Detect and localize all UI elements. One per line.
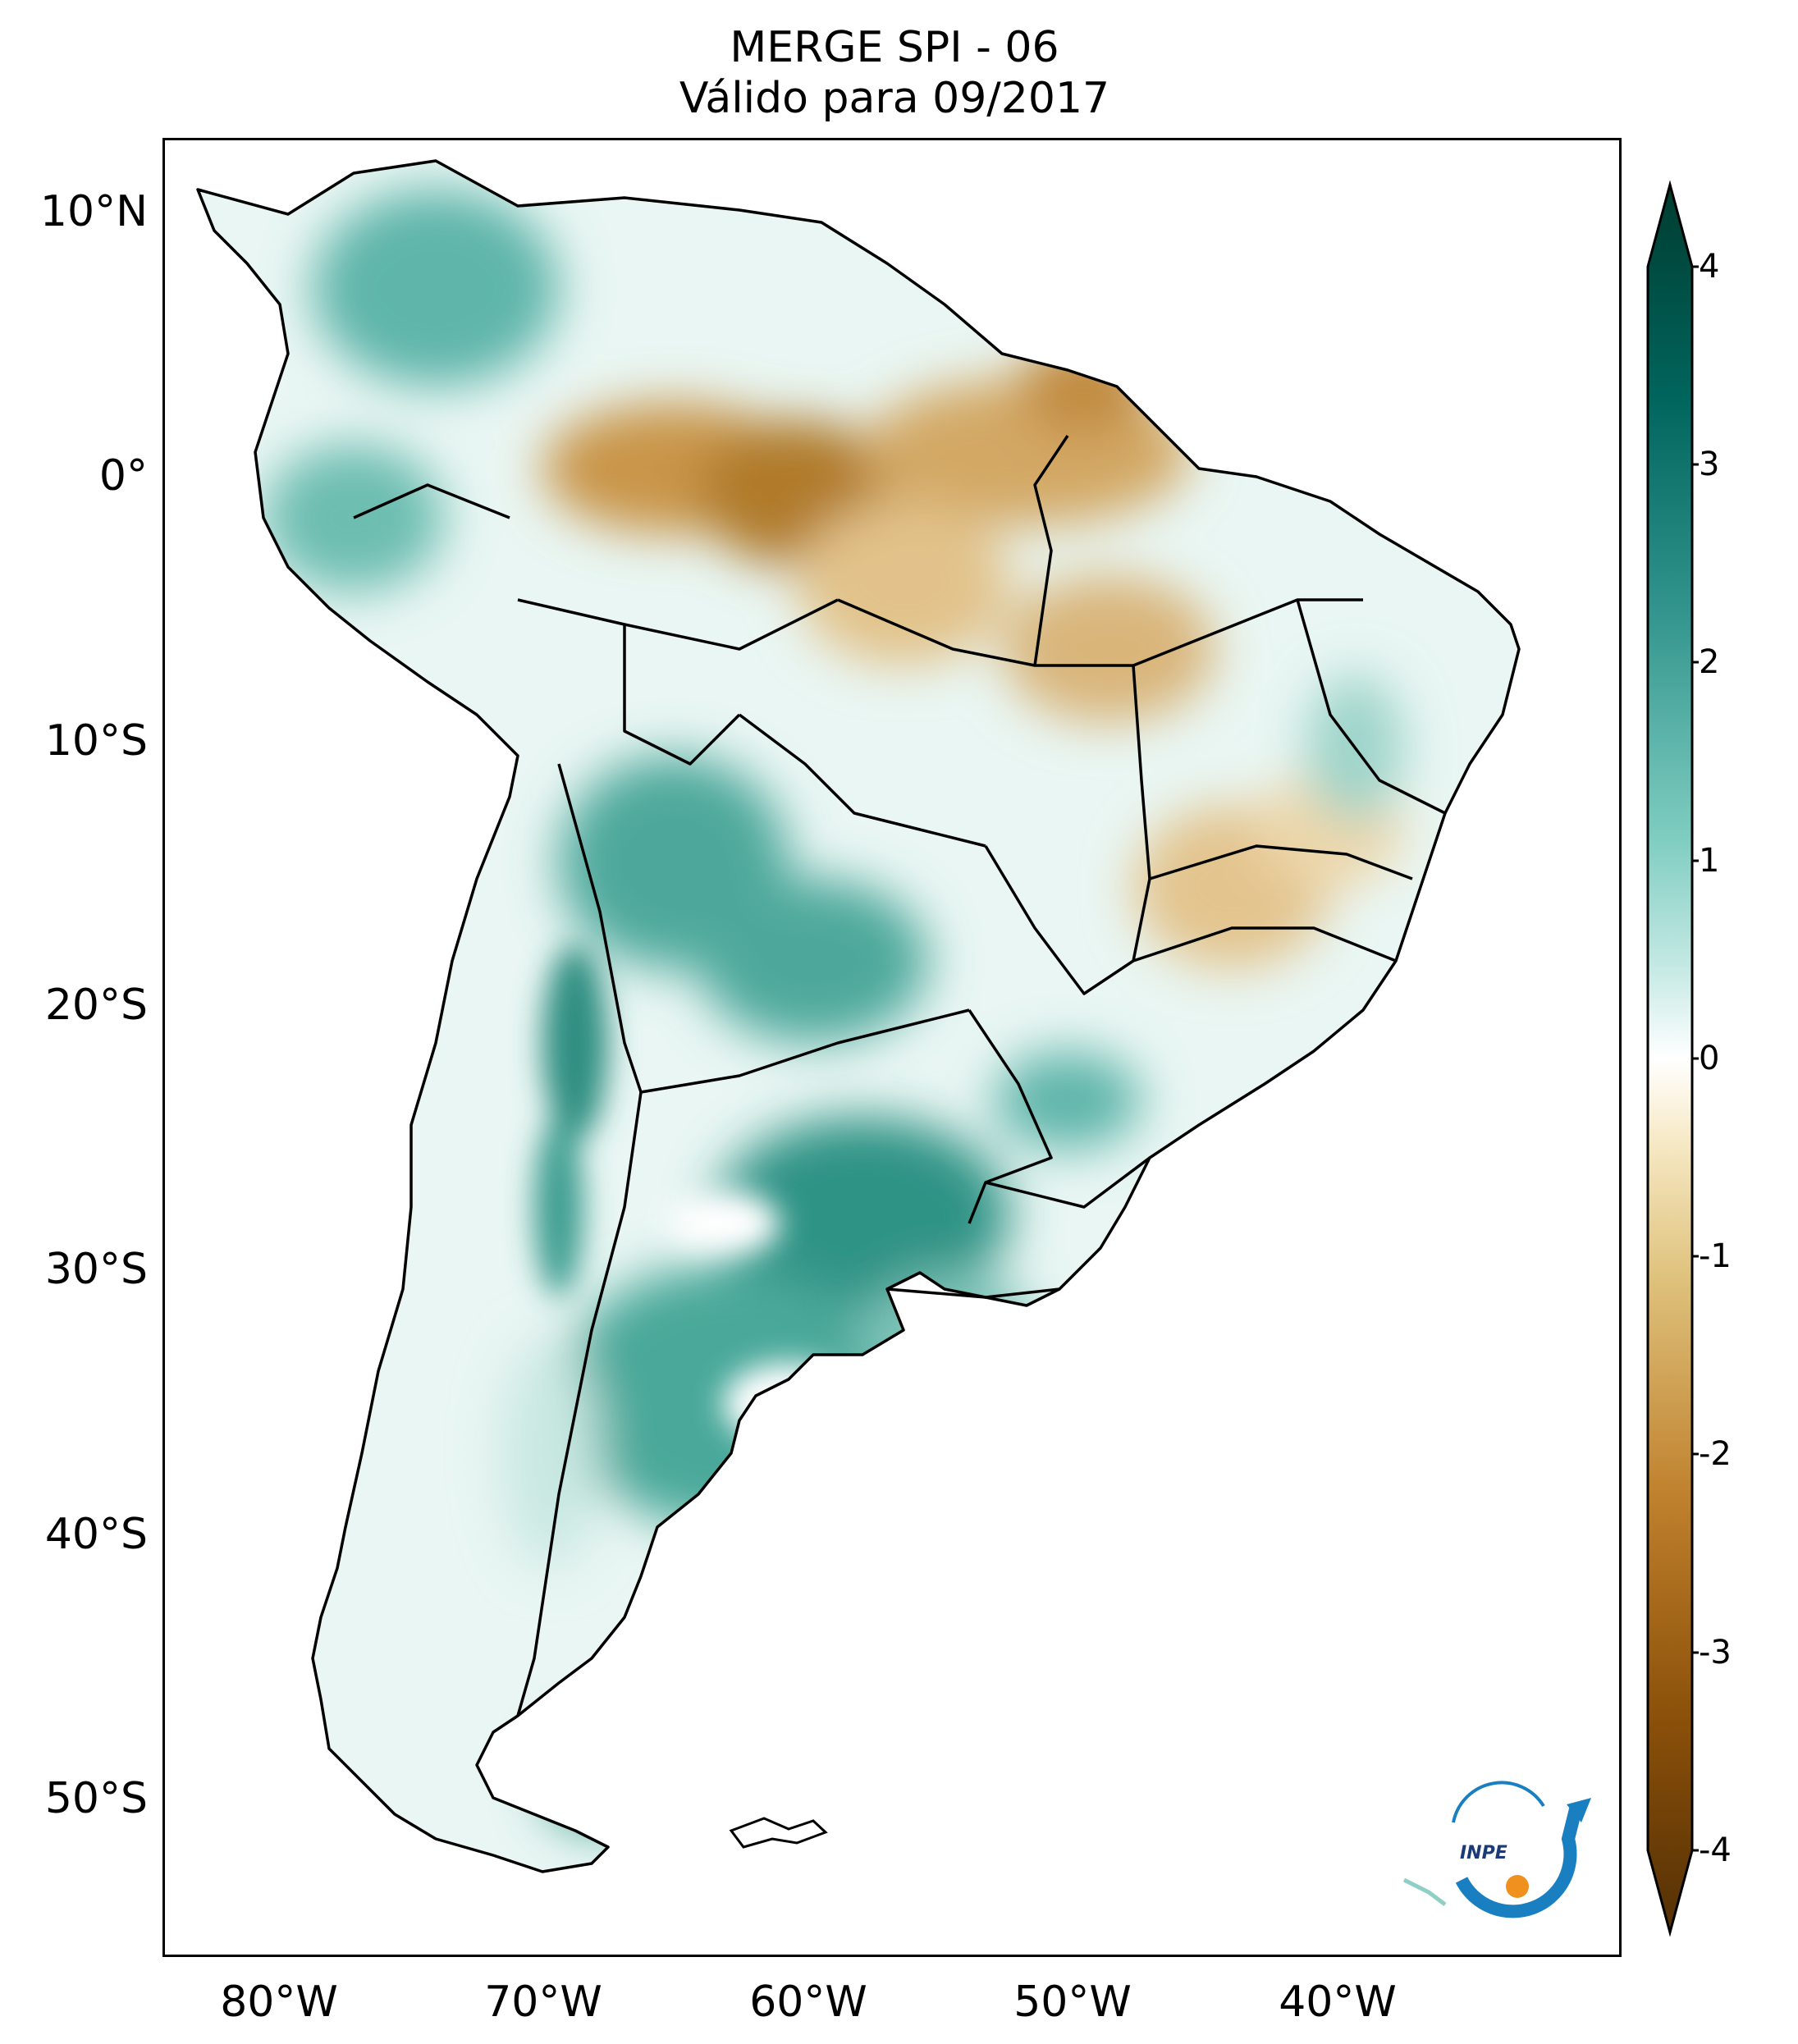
lon-label-50w: 50°W [1013,1978,1132,2027]
map-subtitle: Válido para 09/2017 [679,74,1110,123]
colorbar-tick-3: 3 [1699,446,1720,483]
colorbar-ticks [1692,265,1699,1852]
lat-label-30s: 30°S [44,1245,148,1294]
colorbar-tick-2: 2 [1699,643,1720,681]
colorbar-tick-1: 1 [1699,842,1720,880]
colorbar-tick-neg1: -1 [1699,1237,1732,1275]
lat-label-0: 0° [98,451,148,501]
lat-label-10s: 10°S [44,716,148,766]
lon-label-70w: 70°W [484,1978,602,2027]
colorbar-tick-neg3: -3 [1699,1634,1732,1671]
inpe-logo: INPE [1452,1781,1591,1918]
colorbar-tick-4: 4 [1699,248,1720,286]
falkland-islands [729,1817,828,1849]
map-title: MERGE SPI - 06 [730,23,1059,72]
logo-text: INPE [1460,1843,1507,1863]
south-america-map: INPE [196,159,1591,1918]
lat-label-20s: 20°S [44,981,148,1030]
lat-label-50s: 50°S [44,1774,148,1823]
colorbar [1646,181,1699,1937]
map-frame: INPE [162,138,1622,1957]
colorbar-tick-neg4: -4 [1699,1831,1732,1869]
lon-label-40w: 40°W [1279,1978,1397,2027]
lon-label-80w: 80°W [220,1978,338,2027]
lat-label-10n: 10°N [39,187,148,236]
lon-label-60w: 60°W [749,1978,867,2027]
colorbar-tick-0: 0 [1699,1040,1720,1077]
colorbar-tick-neg2: -2 [1699,1435,1732,1473]
lat-label-40s: 40°S [44,1510,148,1559]
country-borders [196,159,1521,1873]
